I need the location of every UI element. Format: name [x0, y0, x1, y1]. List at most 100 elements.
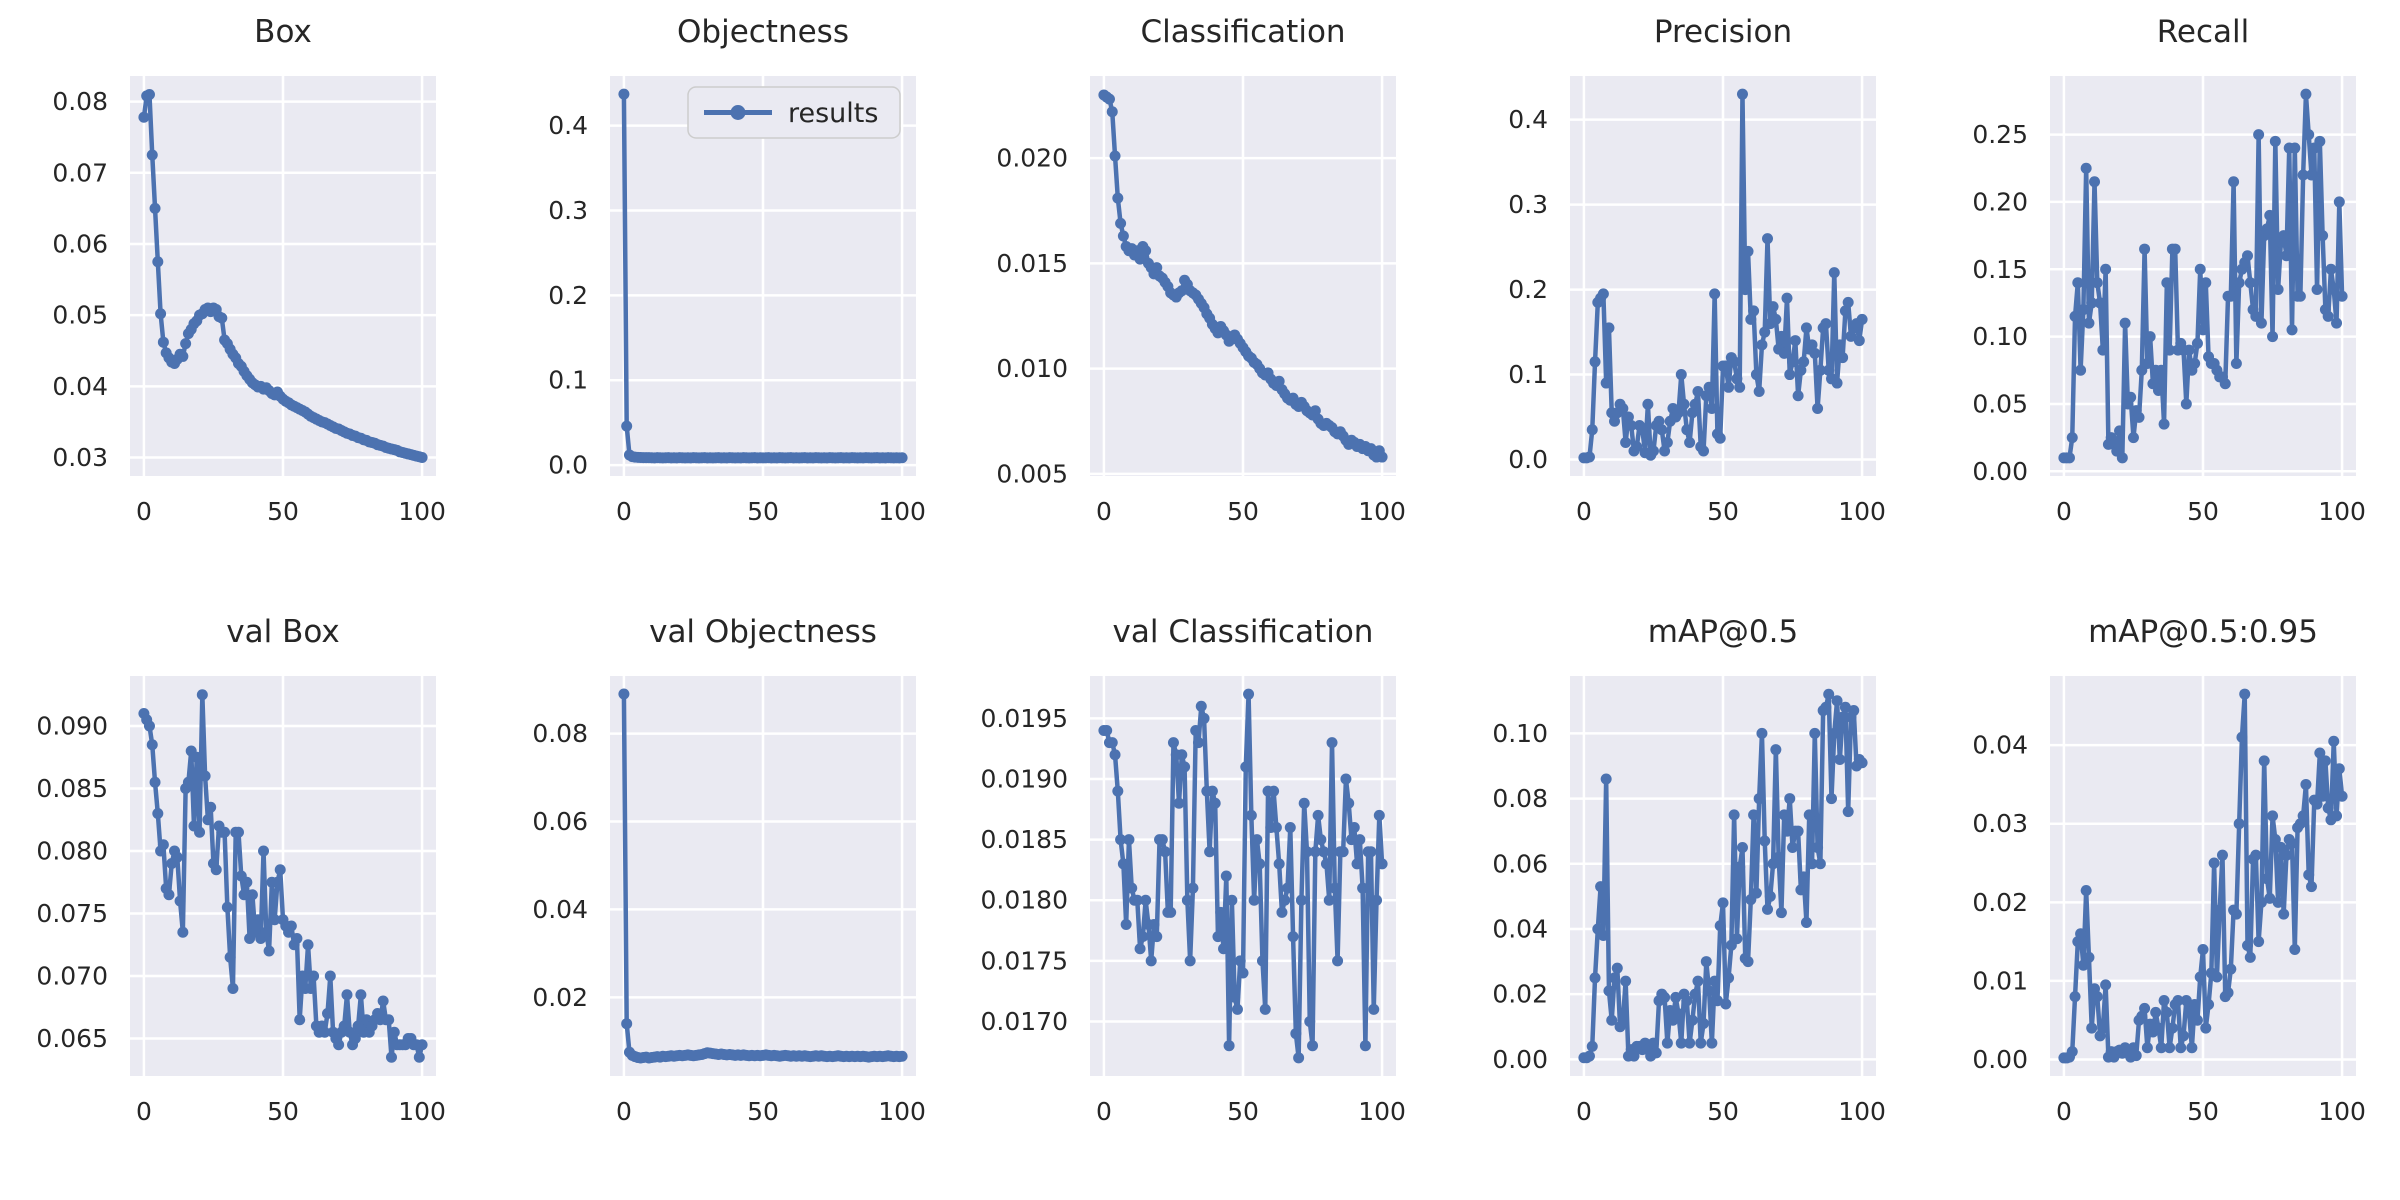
subplot-title: Recall [2156, 14, 2250, 50]
svg-text:0.15: 0.15 [1972, 255, 2028, 284]
svg-text:0: 0 [1576, 497, 1592, 526]
val-objectness-loss-chart: 0.02 0.04 0.06 0.08 0 50 100 [532, 676, 926, 1126]
svg-text:0.10: 0.10 [1492, 719, 1548, 748]
svg-text:0.090: 0.090 [36, 712, 108, 741]
subplot-title: Precision [1653, 14, 1793, 50]
svg-text:0.0: 0.0 [1508, 445, 1548, 474]
svg-text:0: 0 [616, 1097, 632, 1126]
svg-text:0.075: 0.075 [36, 899, 108, 928]
map50-95-chart: 0.00 0.01 0.02 0.03 0.04 0 50 100 [1972, 676, 2366, 1126]
svg-text:0.08: 0.08 [52, 87, 108, 116]
svg-text:0.00: 0.00 [1972, 457, 2028, 486]
svg-text:0.05: 0.05 [1972, 389, 2028, 418]
svg-text:100: 100 [878, 497, 926, 526]
svg-text:0.06: 0.06 [1492, 849, 1548, 878]
recall-chart: 0.00 0.05 0.10 0.15 0.20 0.25 0 50 100 [1972, 76, 2366, 526]
svg-text:100: 100 [398, 1097, 446, 1126]
subplot-title: Classification [1140, 14, 1346, 50]
svg-text:50: 50 [747, 1097, 779, 1126]
svg-text:0.02: 0.02 [532, 983, 588, 1012]
svg-text:0.06: 0.06 [532, 807, 588, 836]
svg-text:0.4: 0.4 [1508, 105, 1548, 134]
svg-text:50: 50 [2187, 497, 2219, 526]
svg-text:0: 0 [1096, 1097, 1112, 1126]
svg-text:0.005: 0.005 [996, 459, 1068, 488]
subplot-title: Objectness [677, 14, 849, 50]
svg-text:0: 0 [1096, 497, 1112, 526]
svg-text:0.01: 0.01 [1972, 966, 2028, 995]
svg-text:0.00: 0.00 [1492, 1045, 1548, 1074]
svg-text:0.3: 0.3 [548, 196, 588, 225]
svg-text:0.1: 0.1 [548, 366, 588, 395]
val-classification-loss-chart: 0.0170 0.0175 0.0180 0.0185 0.0190 0.0195 0 50 1… [981, 676, 1406, 1126]
svg-text:0.085: 0.085 [36, 774, 108, 803]
subplot-title: mAP@0.5:0.95 [2088, 614, 2318, 650]
svg-text:0.07: 0.07 [52, 158, 108, 187]
svg-text:100: 100 [398, 497, 446, 526]
svg-text:50: 50 [747, 497, 779, 526]
precision-chart: 0.0 0.1 0.2 0.3 0.4 0 50 100 [1508, 76, 1886, 526]
subplot-val-classification: val Classification 0.0170 0.0175 0.0180 0.0… [960, 600, 1440, 1200]
svg-text:0.04: 0.04 [1972, 731, 2028, 760]
subplot-title: Box [254, 14, 312, 50]
svg-text:0.03: 0.03 [52, 443, 108, 472]
svg-text:0.10: 0.10 [1972, 322, 2028, 351]
legend: results [687, 86, 901, 139]
svg-text:50: 50 [1707, 497, 1739, 526]
svg-text:0: 0 [616, 497, 632, 526]
svg-text:0.02: 0.02 [1972, 888, 2028, 917]
subplot-val-objectness: val Objectness 0.02 0.04 0.06 0.08 0 50 100 [480, 600, 960, 1200]
svg-text:100: 100 [1838, 1097, 1886, 1126]
box-loss-chart: 0.03 0.04 0.05 0.06 0.07 0.08 0 50 100 [52, 76, 446, 526]
subplot-objectness: Objectness 0.0 0.1 0.2 0.3 0.4 0 50 100 results [480, 0, 960, 600]
svg-text:0.04: 0.04 [52, 372, 108, 401]
svg-text:100: 100 [1358, 1097, 1406, 1126]
svg-text:0.0: 0.0 [548, 451, 588, 480]
svg-text:50: 50 [267, 1097, 299, 1126]
svg-text:0.3: 0.3 [1508, 190, 1548, 219]
svg-text:0.05: 0.05 [52, 301, 108, 330]
svg-text:0.080: 0.080 [36, 837, 108, 866]
subplot-val-box: val Box 0.065 0.070 0.075 0.080 0.085 0.090 0 5… [0, 600, 480, 1200]
svg-text:50: 50 [1227, 1097, 1259, 1126]
subplot-title: val Box [226, 614, 340, 650]
subplot-map50: mAP@0.5 0.00 0.02 0.04 0.06 0.08 0.10 0 50 100 [1440, 600, 1920, 1200]
svg-text:0.00: 0.00 [1972, 1045, 2028, 1074]
objectness-loss-chart: 0.0 0.1 0.2 0.3 0.4 0 50 100 results [548, 76, 926, 526]
svg-text:0.06: 0.06 [52, 229, 108, 258]
subplot-recall: Recall 0.00 0.05 0.10 0.15 0.20 0.25 0 50 100 [1920, 0, 2400, 600]
svg-text:0.04: 0.04 [532, 895, 588, 924]
subplot-title: val Objectness [649, 614, 877, 650]
svg-text:100: 100 [2318, 497, 2366, 526]
svg-text:0.20: 0.20 [1972, 187, 2028, 216]
svg-text:0.010: 0.010 [996, 354, 1068, 383]
subplot-precision: Precision 0.0 0.1 0.2 0.3 0.4 0 50 100 [1440, 0, 1920, 600]
map50-chart: 0.00 0.02 0.04 0.06 0.08 0.10 0 50 100 [1492, 676, 1886, 1126]
classification-loss-chart: 0.005 0.010 0.015 0.020 0 50 100 [996, 76, 1406, 526]
subplot-title: val Classification [1112, 614, 1374, 650]
subplot-title: mAP@0.5 [1647, 614, 1799, 650]
svg-text:0: 0 [2056, 497, 2072, 526]
subplot-box: Box 0.03 0.04 0.05 0.06 0.07 0.08 0 50 100 [0, 0, 480, 600]
svg-text:0.070: 0.070 [36, 962, 108, 991]
svg-text:0.0185: 0.0185 [981, 825, 1068, 854]
svg-text:0.015: 0.015 [996, 249, 1068, 278]
svg-text:0.0180: 0.0180 [981, 886, 1068, 915]
svg-text:0: 0 [136, 497, 152, 526]
svg-text:0.065: 0.065 [36, 1024, 108, 1053]
svg-text:0.02: 0.02 [1492, 980, 1548, 1009]
subplot-classification: Classification 0.005 0.010 0.015 0.020 0 50 10… [960, 0, 1440, 600]
svg-text:100: 100 [878, 1097, 926, 1126]
svg-text:0.25: 0.25 [1972, 120, 2028, 149]
svg-text:100: 100 [1838, 497, 1886, 526]
svg-text:0.0190: 0.0190 [981, 765, 1068, 794]
svg-text:0.4: 0.4 [548, 111, 588, 140]
svg-text:0: 0 [136, 1097, 152, 1126]
svg-text:50: 50 [1227, 497, 1259, 526]
svg-text:0.03: 0.03 [1972, 809, 2028, 838]
svg-text:0.08: 0.08 [532, 719, 588, 748]
subplot-map50-95: mAP@0.5:0.95 0.00 0.01 0.02 0.03 0.04 0 50 100 [1920, 600, 2400, 1200]
svg-text:0.0170: 0.0170 [981, 1007, 1068, 1036]
svg-text:0.04: 0.04 [1492, 914, 1548, 943]
